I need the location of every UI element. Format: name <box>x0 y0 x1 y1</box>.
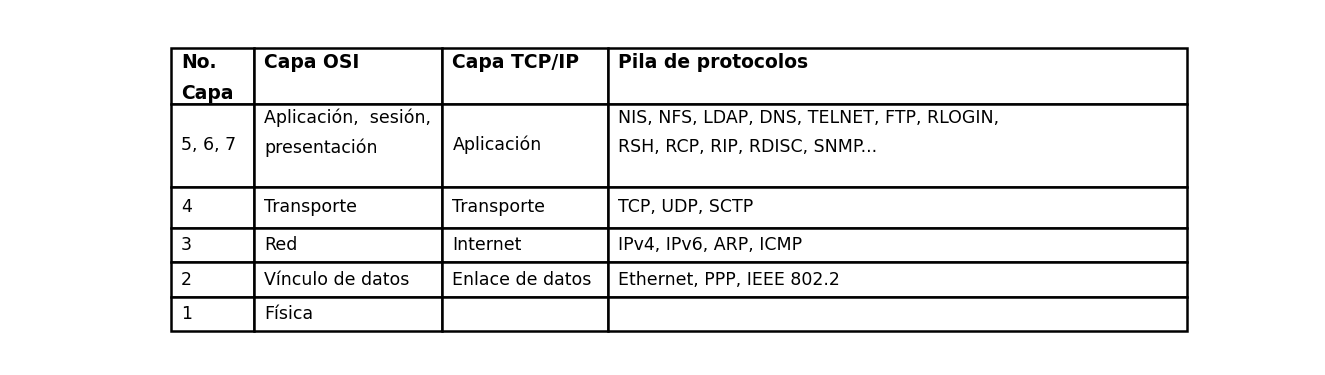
Text: Red: Red <box>265 236 298 254</box>
Bar <box>443 262 608 297</box>
Bar <box>254 297 443 331</box>
Bar <box>254 104 443 186</box>
Bar <box>443 297 608 331</box>
Text: 4: 4 <box>182 198 192 216</box>
Text: Física: Física <box>265 305 314 323</box>
Text: IPv4, IPv6, ARP, ICMP: IPv4, IPv6, ARP, ICMP <box>619 236 803 254</box>
Text: Transporte: Transporte <box>452 198 546 216</box>
Bar <box>171 297 254 331</box>
Text: NIS, NFS, LDAP, DNS, TELNET, FTP, RLOGIN,
RSH, RCP, RIP, RDISC, SNMP...: NIS, NFS, LDAP, DNS, TELNET, FTP, RLOGIN… <box>619 109 999 156</box>
Bar <box>171 48 254 104</box>
Bar <box>254 228 443 262</box>
Bar <box>443 104 608 186</box>
Bar <box>171 228 254 262</box>
Bar <box>608 48 1187 104</box>
Bar <box>171 186 254 228</box>
Text: 2: 2 <box>182 270 192 288</box>
Bar <box>443 48 608 104</box>
Text: No.
Capa: No. Capa <box>182 53 233 103</box>
Bar <box>254 186 443 228</box>
Bar <box>171 104 254 186</box>
Bar <box>254 48 443 104</box>
Text: 5, 6, 7: 5, 6, 7 <box>182 136 236 154</box>
Bar <box>254 262 443 297</box>
Text: Transporte: Transporte <box>265 198 358 216</box>
Bar <box>608 228 1187 262</box>
Text: Capa OSI: Capa OSI <box>265 53 360 72</box>
Text: Enlace de datos: Enlace de datos <box>452 270 592 288</box>
Bar <box>608 186 1187 228</box>
Text: 3: 3 <box>182 236 192 254</box>
Text: TCP, UDP, SCTP: TCP, UDP, SCTP <box>619 198 754 216</box>
Text: Pila de protocolos: Pila de protocolos <box>619 53 808 72</box>
Bar <box>443 228 608 262</box>
Bar <box>608 297 1187 331</box>
Text: Internet: Internet <box>452 236 522 254</box>
Bar <box>608 104 1187 186</box>
Text: Aplicación: Aplicación <box>452 136 542 154</box>
Bar <box>608 262 1187 297</box>
Text: 1: 1 <box>182 305 192 323</box>
Bar <box>171 262 254 297</box>
Text: Ethernet, PPP, IEEE 802.2: Ethernet, PPP, IEEE 802.2 <box>619 270 840 288</box>
Text: Vínculo de datos: Vínculo de datos <box>265 270 409 288</box>
Text: Capa TCP/IP: Capa TCP/IP <box>452 53 579 72</box>
Text: Aplicación,  sesión,
presentación: Aplicación, sesión, presentación <box>265 109 432 158</box>
Bar <box>443 186 608 228</box>
